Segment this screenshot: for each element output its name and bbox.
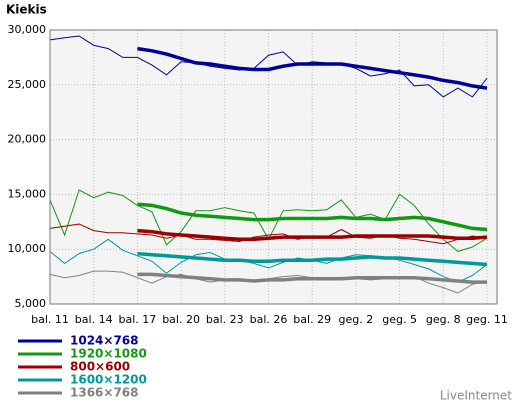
x-tick-label: geg. 2 [339,313,374,326]
y-tick-label: 30,000 [8,23,47,36]
legend-label: 1366×768 [70,386,139,400]
x-tick-label: bal. 17 [119,313,157,326]
trend-line [137,46,488,90]
y-tick-label: 25,000 [8,78,47,91]
legend-label: 1024×768 [70,334,139,348]
x-tick-label: bal. 11 [31,313,69,326]
lines [49,35,488,294]
x-tick-label: bal. 20 [162,313,200,326]
plot-area [50,30,497,304]
x-tick-label: bal. 29 [293,313,331,326]
y-tick-label: 20,000 [8,133,47,146]
y-tick-label: 5,000 [15,297,47,310]
x-tick-label: geg. 8 [426,313,461,326]
chart-title: Kiekis [6,3,47,17]
trend-line [137,202,488,232]
y-tick-label: 10,000 [8,242,47,255]
series-line [49,223,488,245]
legend-label: 1920×1080 [70,347,147,361]
x-tick-label: bal. 26 [250,313,288,326]
x-tick-label: geg. 11 [466,313,508,326]
plot-frame [49,29,498,305]
y-tick-label: 15,000 [8,187,47,200]
x-tick-label: bal. 23 [206,313,244,326]
legend-label: 1600×1200 [70,373,147,387]
x-tick-label: bal. 14 [75,313,113,326]
x-tick-label: geg. 5 [382,313,417,326]
footer: LiveInternet [440,389,512,403]
trend-line [137,228,488,242]
trend-line [137,251,488,267]
trend-line [137,272,487,284]
series-line [49,238,488,283]
legend-label: 800×600 [70,360,130,374]
series-line [49,35,488,98]
